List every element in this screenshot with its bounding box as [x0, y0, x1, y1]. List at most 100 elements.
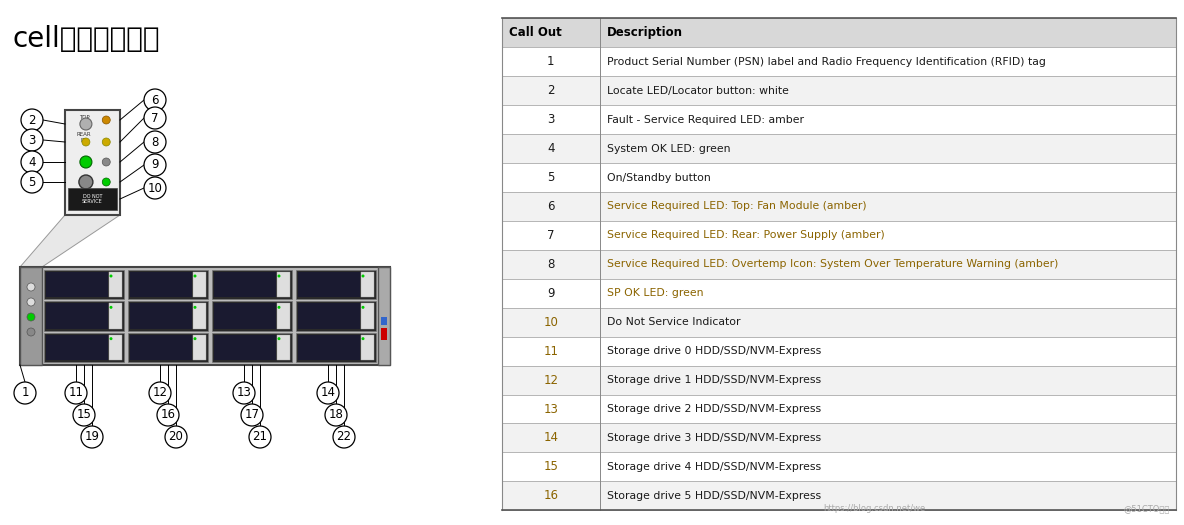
Text: Storage drive 1 HDD/SSD/NVM-Express: Storage drive 1 HDD/SSD/NVM-Express	[607, 375, 821, 385]
Bar	[361, 303, 374, 329]
Circle shape	[27, 328, 36, 336]
Text: TOP
FAN: TOP FAN	[79, 115, 90, 126]
Bar	[109, 334, 122, 360]
Text: 13: 13	[543, 403, 559, 415]
Text: 5: 5	[547, 171, 554, 184]
Circle shape	[109, 337, 112, 340]
Circle shape	[193, 306, 197, 309]
Text: Service Required LED: Top: Fan Module (amber): Service Required LED: Top: Fan Module (a…	[607, 202, 867, 212]
Bar	[20, 267, 390, 365]
Bar	[214, 272, 276, 297]
Text: 7: 7	[152, 111, 159, 124]
Circle shape	[157, 404, 179, 426]
Bar	[296, 301, 377, 331]
Text: 12: 12	[153, 386, 167, 400]
Circle shape	[144, 89, 166, 111]
Text: 14: 14	[321, 386, 335, 400]
Text: 10: 10	[148, 182, 162, 194]
Circle shape	[109, 275, 112, 278]
Circle shape	[21, 129, 43, 151]
Bar	[214, 303, 276, 329]
Text: Storage drive 3 HDD/SSD/NVM-Express: Storage drive 3 HDD/SSD/NVM-Express	[607, 433, 821, 443]
Text: Service Required LED: Overtemp Icon: System Over Temperature Warning (amber): Service Required LED: Overtemp Icon: Sys…	[607, 259, 1058, 269]
Circle shape	[27, 298, 36, 306]
Text: 5: 5	[28, 175, 36, 188]
Bar	[193, 272, 206, 297]
Circle shape	[333, 426, 355, 448]
Text: Storage drive 0 HDD/SSD/NVM-Express: Storage drive 0 HDD/SSD/NVM-Express	[607, 346, 821, 356]
Circle shape	[102, 116, 110, 124]
Bar	[130, 272, 192, 297]
Circle shape	[277, 306, 281, 309]
Circle shape	[361, 306, 365, 309]
Circle shape	[144, 131, 166, 153]
Text: 9: 9	[547, 287, 554, 300]
Circle shape	[27, 283, 36, 291]
Bar	[109, 303, 122, 329]
Bar	[44, 333, 124, 362]
Text: https://blog.csdn.net/we: https://blog.csdn.net/we	[823, 505, 925, 513]
Circle shape	[14, 382, 36, 404]
Bar	[46, 334, 108, 360]
Bar	[65, 110, 120, 215]
Circle shape	[317, 382, 339, 404]
Circle shape	[27, 313, 36, 321]
Circle shape	[21, 109, 43, 131]
Bar	[46, 272, 108, 297]
Circle shape	[361, 337, 365, 340]
Circle shape	[144, 177, 166, 199]
Circle shape	[361, 275, 365, 278]
Text: Fault - Service Required LED: amber: Fault - Service Required LED: amber	[607, 114, 804, 124]
Bar	[296, 333, 377, 362]
Text: Product Serial Number (PSN) label and Radio Frequency Identification (RFID) tag: Product Serial Number (PSN) label and Ra…	[607, 57, 1045, 67]
Text: 11: 11	[69, 386, 84, 400]
Circle shape	[102, 178, 110, 186]
Text: 6: 6	[152, 93, 159, 107]
Circle shape	[249, 426, 271, 448]
Circle shape	[277, 275, 281, 278]
Text: Call Out: Call Out	[509, 26, 562, 39]
Bar	[212, 270, 292, 299]
Text: 8: 8	[152, 135, 159, 149]
Bar	[128, 270, 208, 299]
Text: 6: 6	[547, 200, 554, 213]
Bar	[44, 301, 124, 331]
Circle shape	[324, 404, 347, 426]
Bar	[296, 270, 377, 299]
Bar	[361, 272, 374, 297]
Circle shape	[193, 275, 197, 278]
Polygon shape	[20, 215, 120, 267]
Bar	[20, 267, 41, 365]
Text: Storage drive 2 HDD/SSD/NVM-Express: Storage drive 2 HDD/SSD/NVM-Express	[607, 404, 821, 414]
Circle shape	[73, 404, 95, 426]
Circle shape	[21, 151, 43, 173]
Bar	[298, 272, 360, 297]
Text: Description: Description	[607, 26, 683, 39]
Circle shape	[82, 138, 90, 146]
Circle shape	[277, 337, 281, 340]
Text: 10: 10	[543, 316, 559, 329]
Circle shape	[149, 382, 170, 404]
Circle shape	[79, 118, 92, 130]
Text: Do Not Service Indicator: Do Not Service Indicator	[607, 317, 740, 327]
Bar	[298, 303, 360, 329]
Text: 16: 16	[161, 408, 175, 422]
Bar	[109, 272, 122, 297]
Bar	[67, 188, 117, 210]
Bar	[128, 301, 208, 331]
Text: 15: 15	[77, 408, 91, 422]
Circle shape	[242, 404, 263, 426]
Text: 7: 7	[547, 229, 554, 242]
Text: 2: 2	[547, 84, 554, 97]
Text: Storage drive 4 HDD/SSD/NVM-Express: Storage drive 4 HDD/SSD/NVM-Express	[607, 462, 821, 472]
Bar	[193, 303, 206, 329]
Bar	[130, 334, 192, 360]
Text: 14: 14	[543, 432, 559, 445]
Bar	[381, 328, 387, 340]
Text: 3: 3	[547, 113, 554, 126]
Circle shape	[21, 171, 43, 193]
Circle shape	[81, 426, 103, 448]
Bar	[193, 334, 206, 360]
Text: cell服务器前面板: cell服务器前面板	[12, 25, 160, 53]
Text: Storage drive 5 HDD/SSD/NVM-Express: Storage drive 5 HDD/SSD/NVM-Express	[607, 491, 821, 501]
